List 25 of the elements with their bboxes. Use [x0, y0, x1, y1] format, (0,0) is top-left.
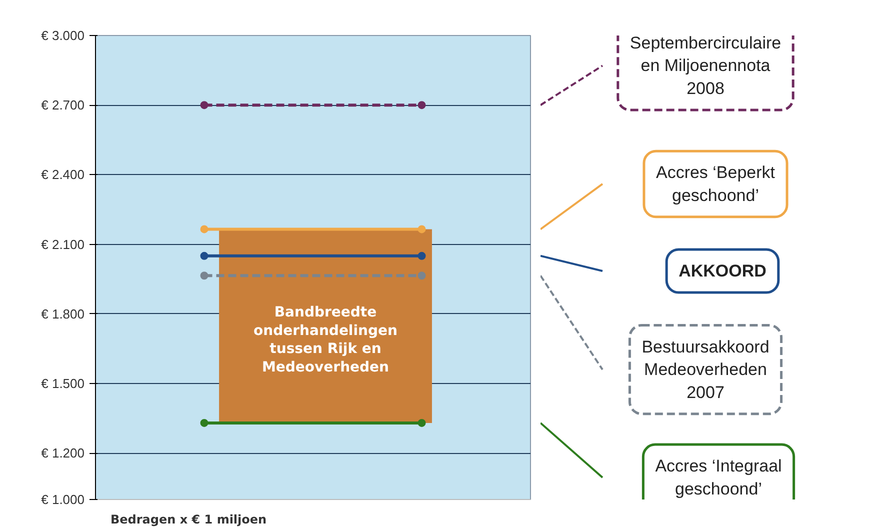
- y-tick-label: € 1.800: [41, 306, 84, 322]
- point: [200, 101, 208, 110]
- y-tick-label: € 1.000: [41, 492, 84, 507]
- point: [200, 418, 208, 427]
- point: [418, 101, 426, 110]
- y-tick-label: € 3.000: [41, 28, 84, 43]
- text: Accres ‘Integraal geschoond’: [655, 456, 782, 498]
- point: [418, 272, 426, 280]
- y-tick-label: € 2.400: [41, 167, 84, 182]
- y-tick-label: € 1.500: [41, 376, 84, 391]
- text: Accres ‘Beperkt geschoond’: [656, 163, 776, 205]
- text: Bedragen x € 1 miljoen: [110, 512, 267, 526]
- point: [200, 272, 208, 280]
- point: [200, 252, 208, 260]
- y-tick-label: € 2.700: [41, 98, 84, 113]
- text: AKKOORD: [678, 261, 766, 280]
- point: [418, 252, 426, 260]
- band-label: Bandbreedte onderhandelingen tussen Rijk en Medeoverheden: [254, 304, 398, 376]
- point: [418, 225, 426, 234]
- y-tick-label: € 2.100: [41, 236, 84, 252]
- text: Septembercirculaire en Miljoenennota 2008: [630, 33, 782, 98]
- point: [418, 418, 426, 427]
- point: [200, 225, 208, 234]
- text: Bestuursakkoord Medeoverheden 2007: [642, 337, 770, 402]
- y-tick-label: € 1.200: [41, 446, 84, 461]
